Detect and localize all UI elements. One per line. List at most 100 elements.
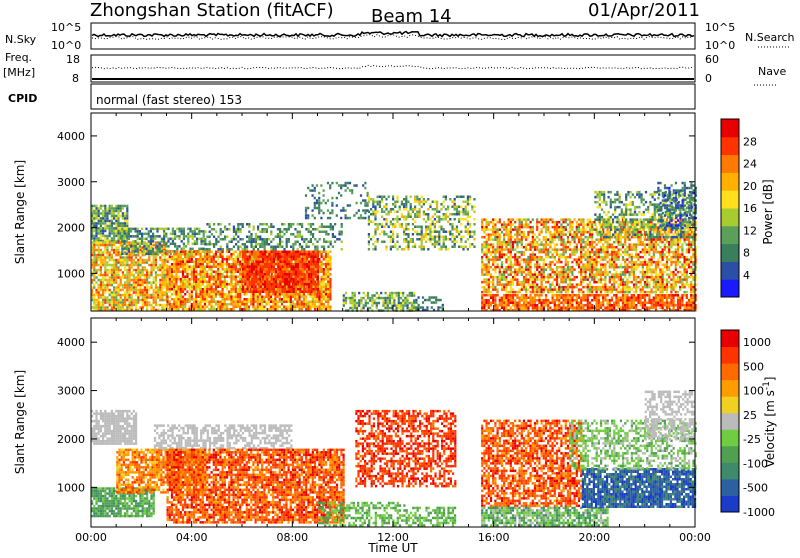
power-cell: [387, 304, 389, 307]
power-cell: [525, 223, 527, 226]
power-cell: [299, 233, 301, 236]
power-cell: [527, 258, 529, 261]
power-cell: [202, 251, 204, 254]
power-cell: [104, 249, 106, 252]
power-cell: [510, 218, 512, 221]
power-cell: [304, 253, 306, 256]
power-cell: [113, 296, 115, 299]
power-cell: [102, 279, 104, 282]
power-cell: [499, 283, 501, 286]
power-cell: [271, 253, 273, 256]
power-cell: [327, 258, 329, 261]
power-cell: [362, 209, 364, 212]
power-cell: [319, 231, 321, 234]
power-cell: [117, 246, 119, 249]
power-cell: [286, 243, 288, 246]
power-cell: [126, 225, 128, 228]
power-cell: [155, 289, 157, 292]
date-title: 01/Apr/2011: [588, 0, 700, 21]
power-cell: [222, 286, 224, 289]
power-cell: [144, 281, 146, 284]
power-cell: [244, 263, 246, 266]
power-cell: [263, 306, 265, 309]
power-cell: [215, 266, 217, 269]
power-cell: [356, 304, 358, 307]
power-cell: [405, 241, 407, 244]
power-cell: [217, 286, 219, 289]
power-cell: [270, 233, 272, 236]
power-cell: [519, 238, 521, 241]
power-cell: [137, 259, 139, 262]
power-cell: [323, 212, 325, 215]
power-cell: [104, 289, 106, 292]
power-cell: [347, 297, 349, 300]
power-cell: [115, 279, 117, 282]
power-cell: [486, 238, 488, 241]
power-cell: [264, 286, 266, 289]
power-cell: [440, 203, 442, 206]
power-cell: [124, 266, 126, 269]
power-cell: [270, 241, 272, 244]
power-cell: [111, 254, 113, 256]
power-cell: [176, 248, 178, 251]
power-cell: [501, 278, 503, 281]
power-cell: [104, 269, 106, 272]
power-cell: [329, 187, 331, 190]
power-cell: [286, 228, 288, 231]
power-cell: [370, 213, 372, 216]
power-cell: [483, 246, 485, 249]
power-cell: [120, 207, 122, 210]
power-cell: [93, 304, 95, 307]
power-cell: [414, 221, 416, 224]
power-cell: [425, 236, 427, 239]
power-cell: [405, 198, 407, 201]
power-cell: [299, 298, 301, 301]
power-cell: [126, 220, 128, 223]
power-cell: [497, 221, 499, 224]
power-cell: [516, 228, 518, 231]
power-cell: [126, 291, 128, 294]
power-cell: [98, 237, 100, 240]
power-cell: [490, 253, 492, 256]
power-cell: [315, 276, 317, 279]
power-cell: [235, 276, 237, 279]
power-cell: [519, 223, 521, 226]
power-cell: [532, 246, 534, 249]
power-cell: [104, 306, 106, 309]
power-cell: [283, 296, 285, 299]
power-cell: [195, 306, 197, 309]
power-cell: [186, 271, 188, 274]
power-cell: [115, 261, 117, 264]
power-cell: [98, 286, 100, 289]
power-cell: [113, 244, 115, 247]
power-cell: [432, 216, 434, 219]
power-cell: [115, 301, 117, 304]
power-cell: [104, 235, 106, 238]
power-cell: [396, 248, 398, 251]
power-cell: [308, 266, 310, 269]
power-cell: [167, 286, 169, 289]
power-cell: [145, 228, 147, 231]
power-cell: [180, 298, 182, 301]
power-cell: [180, 296, 182, 299]
power-cell: [211, 228, 213, 231]
power-cell: [385, 292, 387, 295]
power-cell: [122, 304, 124, 307]
power-cell: [469, 233, 471, 236]
power-cell: [167, 238, 169, 241]
power-cell: [150, 294, 152, 297]
power-cell: [299, 263, 301, 266]
power-cell: [483, 291, 485, 294]
power-cell: [292, 233, 294, 236]
power-cell: [184, 256, 186, 259]
power-cell: [382, 304, 384, 307]
power-cell: [117, 299, 119, 302]
power-cell: [327, 283, 329, 286]
power-cell: [438, 238, 440, 241]
power-cell: [148, 233, 150, 236]
power-cell: [512, 283, 514, 286]
power-cell: [301, 276, 303, 279]
power-cell: [113, 289, 115, 292]
power-cell: [488, 283, 490, 286]
power-cell: [396, 233, 398, 236]
